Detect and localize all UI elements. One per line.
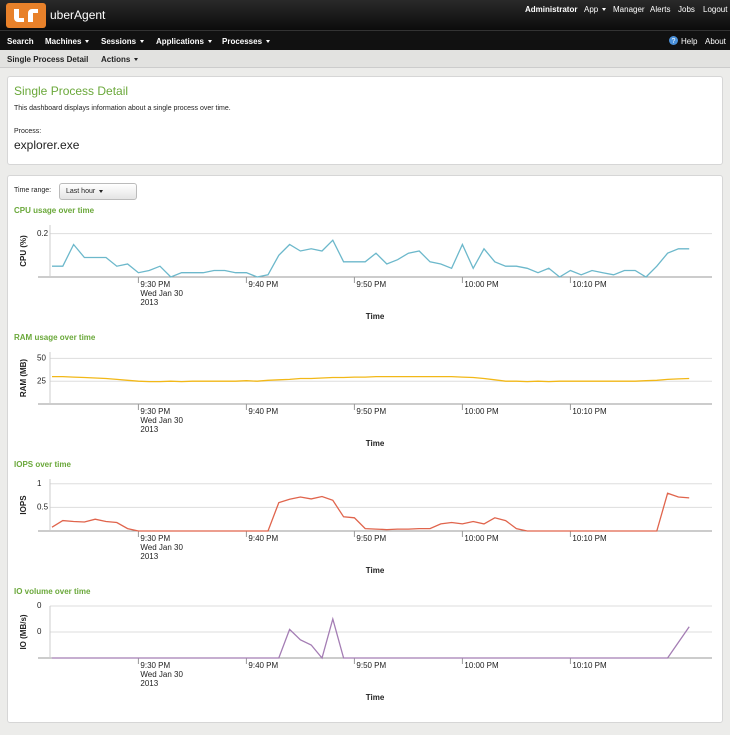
x-tick-label: 10:10 PM (572, 407, 607, 416)
y-tick-label: 50 (37, 353, 46, 362)
nav-item[interactable]: Processes (222, 37, 270, 46)
nav-item[interactable]: Sessions (101, 37, 144, 46)
x-axis-label: Time (366, 312, 385, 321)
x-tick-label: 9:30 PM (140, 661, 170, 670)
svg-text:?: ? (672, 38, 676, 45)
x-date-label: 2013 (140, 679, 158, 688)
time-range-label: Time range: (14, 187, 52, 194)
x-tick-label: 9:50 PM (356, 280, 386, 289)
line-series (52, 616, 690, 660)
x-tick-label: 9:30 PM (140, 280, 170, 289)
actions-menu[interactable]: Actions (101, 55, 138, 64)
x-axis-label: Time (366, 566, 385, 575)
panel-title: Single Process Detail (14, 84, 129, 98)
x-date-label: Wed Jan 30 (140, 543, 183, 552)
x-tick-label: 9:50 PM (356, 534, 386, 543)
app-menu[interactable]: App (584, 5, 606, 14)
x-date-label: Wed Jan 30 (140, 416, 183, 425)
x-tick-label: 9:40 PM (248, 661, 278, 670)
x-date-label: Wed Jan 30 (140, 670, 183, 679)
chart-title: IOPS over time (14, 460, 71, 469)
process-label: Process: (14, 128, 42, 135)
x-tick-label: 9:50 PM (356, 661, 386, 670)
x-tick-label: 10:10 PM (572, 661, 607, 670)
y-tick-label: 0.2 (37, 229, 49, 238)
x-tick-label: 10:00 PM (464, 407, 499, 416)
x-date-label: 2013 (140, 298, 158, 307)
nav-item[interactable]: Search (7, 37, 34, 46)
y-tick-label: 0.5 (37, 502, 49, 511)
x-tick-label: 9:40 PM (248, 534, 278, 543)
line-series (52, 375, 690, 383)
x-tick-label: 10:10 PM (572, 280, 607, 289)
nav-item[interactable]: Machines (45, 37, 89, 46)
line-series (52, 239, 690, 278)
x-axis-label: Time (366, 693, 385, 702)
y-tick-label: 25 (37, 376, 46, 385)
x-tick-label: 9:30 PM (140, 534, 170, 543)
description: This dashboard displays information abou… (14, 105, 231, 112)
page-name: Single Process Detail (7, 55, 89, 64)
x-date-label: 2013 (140, 552, 158, 561)
y-axis-label: IOPS (19, 495, 28, 515)
logout-link[interactable]: Logout (703, 5, 728, 14)
header: uberAgent Administrator App Manager Aler… (0, 0, 730, 30)
alerts-link[interactable]: Alerts (650, 5, 671, 14)
chart-title: IO volume over time (14, 587, 91, 596)
about-link[interactable]: About (705, 37, 726, 46)
nav-item[interactable]: Applications (156, 37, 212, 46)
jobs-link[interactable]: Jobs (678, 5, 695, 14)
x-date-label: 2013 (140, 425, 158, 434)
chart-title: RAM usage over time (14, 333, 96, 342)
process-name: explorer.exe (14, 138, 80, 152)
logo[interactable] (6, 3, 46, 28)
y-tick-label: 0 (37, 627, 42, 636)
y-tick-label: 0 (37, 601, 42, 610)
x-tick-label: 9:50 PM (356, 407, 386, 416)
x-axis-label: Time (366, 439, 385, 448)
chart-title: CPU usage over time (14, 206, 95, 215)
y-axis-label: IO (MB/s) (19, 614, 28, 649)
time-range-select[interactable]: Last hour (59, 183, 137, 200)
brand[interactable]: uberAgent (50, 8, 106, 22)
sub-bar: Single Process Detail Actions (0, 50, 730, 68)
line-series (51, 492, 690, 532)
x-date-label: Wed Jan 30 (140, 289, 183, 298)
help-link[interactable]: Help (681, 37, 698, 46)
y-axis-label: CPU (%) (19, 235, 28, 267)
x-tick-label: 10:00 PM (464, 280, 499, 289)
x-tick-label: 9:40 PM (248, 407, 278, 416)
intro-panel: Single Process Detail This dashboard dis… (7, 76, 723, 165)
x-tick-label: 10:00 PM (464, 661, 499, 670)
y-axis-label: RAM (MB) (19, 359, 28, 398)
x-tick-label: 10:00 PM (464, 534, 499, 543)
help-icon[interactable]: ? (669, 36, 678, 45)
x-tick-label: 10:10 PM (572, 534, 607, 543)
manager-link[interactable]: Manager (613, 5, 645, 14)
user-menu[interactable]: Administrator (525, 5, 578, 14)
nav-bar: Search Machines Sessions Applications Pr… (0, 30, 730, 50)
y-tick-label: 1 (37, 479, 42, 488)
x-tick-label: 9:40 PM (248, 280, 278, 289)
x-tick-label: 9:30 PM (140, 407, 170, 416)
